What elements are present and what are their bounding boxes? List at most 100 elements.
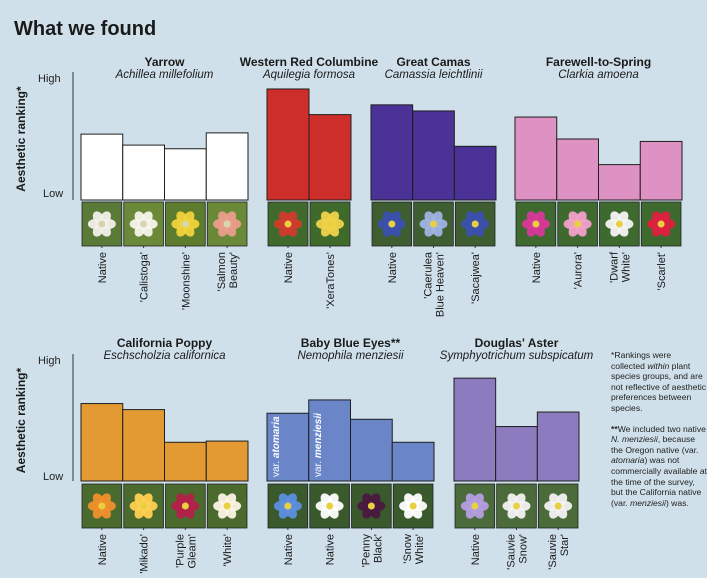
photo-flower-center <box>367 502 375 510</box>
category-label: Native <box>531 252 543 283</box>
category-label: 'Aurora' <box>573 252 585 289</box>
category-label: 'XeraTones' <box>325 252 337 309</box>
category-label-line: Native <box>387 252 399 283</box>
y-axis-title: Aesthetic ranking* <box>14 86 28 192</box>
flower-photo-1 <box>454 483 496 529</box>
charts-area: High Low Aesthetic ranking* YarrowAchillea … <box>14 55 683 574</box>
category-label-line: Native <box>283 252 295 283</box>
photo-flower-center <box>98 220 106 228</box>
photo-flower-center <box>223 220 231 228</box>
bar-2 <box>412 110 455 201</box>
flower-photo-2 <box>123 201 164 247</box>
category-label-line: Native <box>325 534 337 565</box>
photo-flower-center <box>140 502 148 510</box>
photo-flower-center <box>326 502 334 510</box>
species-latin-name: Clarkia amoena <box>558 69 639 81</box>
bar-2 <box>122 409 165 482</box>
flower-photo-3 <box>351 483 392 529</box>
flower-photo-4 <box>206 201 248 247</box>
photo-flower-center <box>513 502 520 510</box>
category-label-line: Native <box>283 534 295 565</box>
category-label: 'Mikado' <box>139 534 151 574</box>
axis-high-label: High <box>38 73 61 85</box>
footnote-baby-blue-eyes: **We included two native N. menziesii, b… <box>611 423 707 508</box>
flower-photo-1 <box>267 201 309 247</box>
category-label: 'CaeruleaBlue Heaven' <box>423 251 447 317</box>
flower-photo-2 <box>557 201 598 247</box>
bar-inner-label-var: var. <box>271 458 282 477</box>
category-label: Native <box>283 252 295 283</box>
photo-flower-center <box>409 502 417 510</box>
photo-flower-center <box>98 502 106 510</box>
photo-flower-center <box>430 220 437 228</box>
photo-flower-center <box>532 220 540 228</box>
category-label: 'PurpleGleam' <box>174 534 198 569</box>
flower-photo-4 <box>392 483 434 529</box>
category-label: 'Sacajwea' <box>470 252 482 304</box>
bar-inner-label: var. menziesii <box>313 413 324 477</box>
footnotes: *Rankings were collected within plant sp… <box>611 350 707 518</box>
category-label-line: 'Purple <box>174 534 186 568</box>
category-label-line: 'Caerulea <box>423 251 435 299</box>
category-label: 'SauvieSnow' <box>506 534 530 570</box>
category-label-line: Black' <box>372 534 384 563</box>
bar-3 <box>536 411 580 482</box>
category-label: 'Calistoga' <box>139 252 151 302</box>
bar-inner-label: var. atomaria <box>271 416 282 477</box>
axis-high-label: High <box>38 355 61 367</box>
bar-2 <box>495 426 538 482</box>
flower-photo-3 <box>165 201 206 247</box>
bar-4 <box>391 441 435 482</box>
category-label-line: Star' <box>559 534 571 556</box>
category-label: 'SauvieStar' <box>547 534 571 570</box>
flower-photo-2 <box>309 483 350 529</box>
bar-inner-label-name: menziesii <box>313 413 324 458</box>
category-label-line: 'Snow <box>402 534 414 564</box>
photo-flower-center <box>284 220 292 228</box>
category-label-line: Native <box>97 534 109 565</box>
category-label-line: White' <box>414 534 426 564</box>
bar-3 <box>350 418 393 482</box>
category-label-line: 'XeraTones' <box>325 252 337 309</box>
bar-inner-label-var: var. <box>313 458 324 477</box>
photo-flower-center <box>181 502 189 510</box>
flower-photo-3 <box>537 483 579 529</box>
bar-inner-label-name: atomaria <box>271 416 282 458</box>
category-label: 'White' <box>222 534 234 566</box>
bar-2 <box>308 114 352 201</box>
flower-photo-4 <box>640 201 682 247</box>
bar-4 <box>205 440 249 482</box>
flower-photo-3 <box>165 483 206 529</box>
species-common-name: Great Camas <box>396 55 470 69</box>
category-label-line: 'Mikado' <box>139 534 151 574</box>
flower-photo-1 <box>515 201 557 247</box>
category-label-line: 'Aurora' <box>573 252 585 289</box>
chart-row-2: High Low Aesthetic ranking* California Popp… <box>14 336 594 574</box>
category-label-line: 'Sauvie <box>506 534 518 570</box>
species-latin-name: Camassia leichtlinii <box>385 69 483 81</box>
photo-flower-center <box>615 220 623 228</box>
photo-flower-center <box>388 220 396 228</box>
species-common-name: Baby Blue Eyes** <box>301 336 401 350</box>
category-label: 'PennyBlack' <box>360 534 384 568</box>
category-label-line: Snow' <box>518 534 530 564</box>
photo-flower-center <box>471 220 479 228</box>
axis-low-label: Low <box>43 188 63 200</box>
category-label-line: Native <box>531 252 543 283</box>
category-label-line: 'Dwarf <box>608 251 620 283</box>
bar-3 <box>453 145 497 201</box>
bar-1 <box>80 403 124 482</box>
category-label-line: Native <box>470 534 482 565</box>
species-common-name: Western Red Columbine <box>240 55 379 69</box>
flower-photo-1 <box>267 483 309 529</box>
flower-photo-2 <box>123 483 164 529</box>
category-label: Native <box>387 252 399 283</box>
photo-flower-center <box>574 220 582 228</box>
category-label-line: 'Moonshine' <box>180 252 192 310</box>
flower-photo-3 <box>454 201 496 247</box>
category-label: Native <box>97 252 109 283</box>
